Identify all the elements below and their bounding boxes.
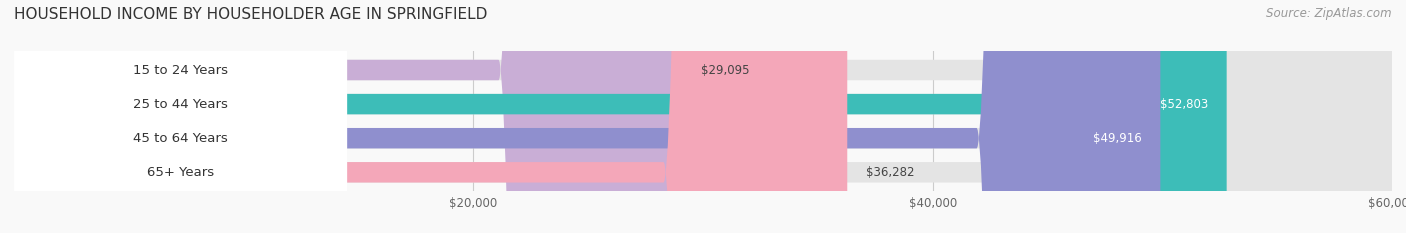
FancyBboxPatch shape xyxy=(14,0,1392,233)
Text: 65+ Years: 65+ Years xyxy=(148,166,214,179)
FancyBboxPatch shape xyxy=(14,0,1392,233)
FancyBboxPatch shape xyxy=(14,0,347,233)
FancyBboxPatch shape xyxy=(14,0,848,233)
Text: $49,916: $49,916 xyxy=(1094,132,1142,145)
FancyBboxPatch shape xyxy=(14,0,347,233)
Text: $52,803: $52,803 xyxy=(1160,98,1208,111)
FancyBboxPatch shape xyxy=(14,0,1160,233)
Text: $29,095: $29,095 xyxy=(700,64,749,76)
Text: 25 to 44 Years: 25 to 44 Years xyxy=(134,98,228,111)
Text: 45 to 64 Years: 45 to 64 Years xyxy=(134,132,228,145)
FancyBboxPatch shape xyxy=(14,0,347,233)
FancyBboxPatch shape xyxy=(14,0,347,233)
FancyBboxPatch shape xyxy=(14,0,682,233)
Text: $36,282: $36,282 xyxy=(866,166,914,179)
Text: 15 to 24 Years: 15 to 24 Years xyxy=(134,64,228,76)
FancyBboxPatch shape xyxy=(14,0,1392,233)
FancyBboxPatch shape xyxy=(14,0,1226,233)
FancyBboxPatch shape xyxy=(14,0,1392,233)
Text: HOUSEHOLD INCOME BY HOUSEHOLDER AGE IN SPRINGFIELD: HOUSEHOLD INCOME BY HOUSEHOLDER AGE IN S… xyxy=(14,7,488,22)
Text: Source: ZipAtlas.com: Source: ZipAtlas.com xyxy=(1267,7,1392,20)
